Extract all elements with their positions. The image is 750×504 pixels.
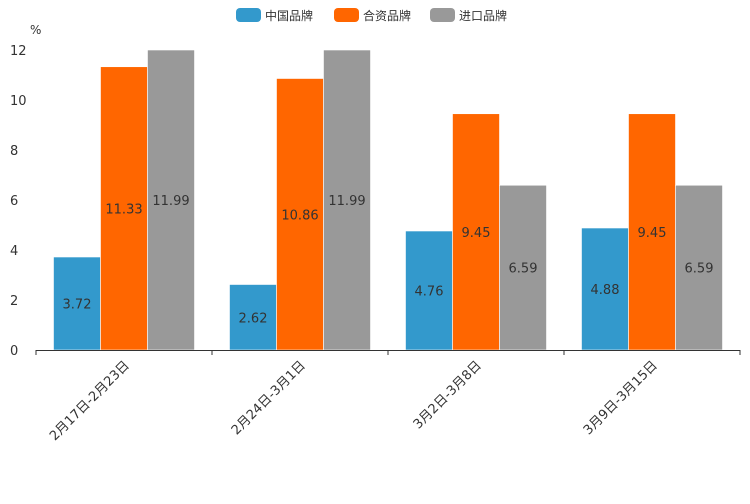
data-label: 9.45 <box>638 226 667 241</box>
y-tick-label: 10 <box>10 94 27 109</box>
x-category-label: 2月24日-3月1日 <box>229 358 309 438</box>
legend: 中国品牌 合资品牌 进口品牌 <box>236 8 507 23</box>
data-labels: 3.72 11.33 11.99 2.62 10.86 11.99 4.76 9.45 6.59… <box>63 194 714 326</box>
data-label: 9.45 <box>462 226 491 241</box>
data-label: 4.76 <box>415 285 444 300</box>
y-tick-label: 2 <box>10 294 18 309</box>
bar-3-2[interactable] <box>323 49 371 351</box>
data-label: 11.33 <box>105 202 142 217</box>
y-tick-label: 6 <box>10 194 18 209</box>
bar-3-4[interactable] <box>675 184 723 351</box>
legend-label-3[interactable]: 进口品牌 <box>459 9 507 23</box>
data-label: 11.99 <box>328 194 365 209</box>
data-label: 6.59 <box>685 262 714 277</box>
x-category-label: 2月17日-2月23日 <box>47 358 133 444</box>
bar-2-2[interactable] <box>276 78 324 351</box>
bar-1-4[interactable] <box>581 227 629 351</box>
data-label: 10.86 <box>281 208 318 223</box>
x-category-label: 3月2日-3月8日 <box>411 358 485 432</box>
y-tick-label: 0 <box>10 344 18 359</box>
data-label: 2.62 <box>239 311 268 326</box>
y-axis-unit-label: % <box>30 23 41 37</box>
bar-2-3[interactable] <box>452 113 500 351</box>
bar-1-2[interactable] <box>229 284 277 351</box>
legend-label-1[interactable]: 中国品牌 <box>265 8 313 23</box>
y-tick-label: 12 <box>10 44 27 59</box>
y-axis-ticks: 0 2 4 6 8 10 12 <box>10 44 27 359</box>
bar-1-1[interactable] <box>53 256 101 351</box>
data-label: 4.88 <box>591 283 620 298</box>
data-label: 11.99 <box>152 194 189 209</box>
y-tick-label: 4 <box>10 244 18 259</box>
x-axis: 2月17日-2月23日 2月24日-3月1日 3月2日-3月8日 3月9日-3月15日 <box>35 350 741 444</box>
data-label: 6.59 <box>509 262 538 277</box>
bars <box>53 49 723 351</box>
legend-label-2[interactable]: 合资品牌 <box>363 8 411 23</box>
y-tick-label: 8 <box>10 144 18 159</box>
legend-swatch-1[interactable] <box>236 8 261 22</box>
legend-swatch-3[interactable] <box>430 8 455 22</box>
data-label: 3.72 <box>63 298 92 313</box>
bar-2-1[interactable] <box>100 66 148 351</box>
legend-swatch-2[interactable] <box>334 8 359 22</box>
x-category-label: 3月9日-3月15日 <box>581 358 661 438</box>
bar-3-1[interactable] <box>147 49 195 351</box>
